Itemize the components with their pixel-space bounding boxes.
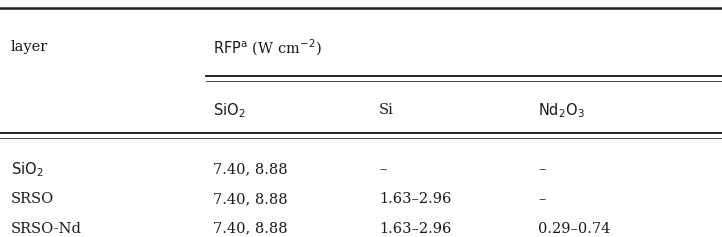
Text: $\mathrm{Nd}_2\mathrm{O}_3$: $\mathrm{Nd}_2\mathrm{O}_3$ bbox=[538, 101, 585, 119]
Text: 1.63–2.96: 1.63–2.96 bbox=[379, 222, 451, 236]
Text: 1.63–2.96: 1.63–2.96 bbox=[379, 192, 451, 206]
Text: $\mathrm{SiO}_2$: $\mathrm{SiO}_2$ bbox=[11, 160, 43, 179]
Text: $\mathrm{RFP}^{\mathrm{a}}$ (W cm$^{-2}$): $\mathrm{RFP}^{\mathrm{a}}$ (W cm$^{-2}$… bbox=[213, 37, 322, 58]
Text: –: – bbox=[379, 162, 386, 177]
Text: layer: layer bbox=[11, 40, 48, 55]
Text: $\mathrm{SiO}_2$: $\mathrm{SiO}_2$ bbox=[213, 101, 245, 119]
Text: 7.40, 8.88: 7.40, 8.88 bbox=[213, 222, 287, 236]
Text: –: – bbox=[538, 162, 545, 177]
Text: Si: Si bbox=[379, 103, 394, 117]
Text: –: – bbox=[538, 192, 545, 206]
Text: SRSO-Nd: SRSO-Nd bbox=[11, 222, 82, 236]
Text: 7.40, 8.88: 7.40, 8.88 bbox=[213, 192, 287, 206]
Text: SRSO: SRSO bbox=[11, 192, 54, 206]
Text: 7.40, 8.88: 7.40, 8.88 bbox=[213, 162, 287, 177]
Text: 0.29–0.74: 0.29–0.74 bbox=[538, 222, 610, 236]
